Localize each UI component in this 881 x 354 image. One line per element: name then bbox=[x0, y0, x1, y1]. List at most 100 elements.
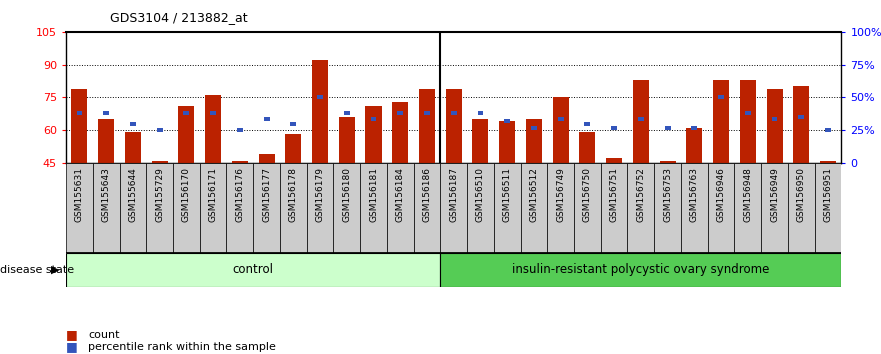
Bar bbox=[440, 253, 841, 287]
Text: control: control bbox=[233, 263, 274, 276]
Bar bbox=[740, 80, 756, 163]
Bar bbox=[451, 111, 456, 115]
Bar bbox=[707, 163, 735, 253]
Bar bbox=[424, 111, 430, 115]
Text: GSM156763: GSM156763 bbox=[690, 167, 699, 222]
Bar bbox=[766, 88, 782, 163]
Text: GSM156951: GSM156951 bbox=[824, 167, 833, 222]
Text: GSM155644: GSM155644 bbox=[129, 167, 137, 222]
Text: GSM156949: GSM156949 bbox=[770, 167, 779, 222]
Bar bbox=[317, 95, 323, 99]
Bar bbox=[339, 117, 355, 163]
Bar bbox=[152, 161, 167, 163]
Text: GSM156753: GSM156753 bbox=[663, 167, 672, 222]
Text: GSM156187: GSM156187 bbox=[449, 167, 458, 222]
Text: GSM156750: GSM156750 bbox=[583, 167, 592, 222]
Bar bbox=[253, 163, 280, 253]
Bar bbox=[686, 128, 702, 163]
Bar bbox=[211, 111, 216, 115]
Bar bbox=[580, 132, 596, 163]
Bar bbox=[291, 121, 296, 126]
Bar bbox=[173, 163, 200, 253]
Bar bbox=[446, 88, 462, 163]
Bar bbox=[638, 117, 644, 121]
Text: GSM156180: GSM156180 bbox=[343, 167, 352, 222]
Bar bbox=[526, 119, 542, 163]
Bar bbox=[125, 132, 141, 163]
Bar bbox=[611, 126, 617, 130]
Bar bbox=[713, 80, 729, 163]
Bar bbox=[120, 163, 146, 253]
Bar bbox=[366, 106, 381, 163]
Bar bbox=[237, 128, 243, 132]
Text: GSM156179: GSM156179 bbox=[315, 167, 324, 222]
Bar bbox=[280, 163, 307, 253]
Bar bbox=[344, 111, 350, 115]
Bar bbox=[478, 111, 484, 115]
Text: GSM156752: GSM156752 bbox=[636, 167, 646, 222]
Bar bbox=[584, 121, 590, 126]
Bar bbox=[798, 115, 804, 119]
Bar bbox=[552, 97, 568, 163]
Bar bbox=[258, 154, 275, 163]
Bar bbox=[718, 95, 724, 99]
Bar bbox=[360, 163, 387, 253]
Text: GSM156178: GSM156178 bbox=[289, 167, 298, 222]
Text: GSM156181: GSM156181 bbox=[369, 167, 378, 222]
Text: GSM156751: GSM156751 bbox=[610, 167, 618, 222]
Bar bbox=[93, 163, 120, 253]
Bar bbox=[772, 117, 777, 121]
Bar bbox=[77, 111, 83, 115]
Bar bbox=[312, 60, 328, 163]
Bar bbox=[413, 163, 440, 253]
Text: GSM156511: GSM156511 bbox=[503, 167, 512, 222]
Bar bbox=[285, 135, 301, 163]
Bar bbox=[157, 128, 163, 132]
Bar bbox=[183, 111, 189, 115]
Text: ▶: ▶ bbox=[51, 265, 60, 275]
Bar bbox=[419, 88, 435, 163]
Text: count: count bbox=[88, 330, 120, 339]
Bar bbox=[232, 161, 248, 163]
Bar bbox=[371, 117, 376, 121]
Bar bbox=[820, 161, 836, 163]
Bar bbox=[71, 88, 87, 163]
Bar bbox=[130, 121, 136, 126]
Text: GSM156749: GSM156749 bbox=[556, 167, 565, 222]
Text: GSM156186: GSM156186 bbox=[423, 167, 432, 222]
Bar bbox=[627, 163, 655, 253]
Text: ■: ■ bbox=[66, 341, 78, 353]
Text: GSM156170: GSM156170 bbox=[181, 167, 191, 222]
Text: disease state: disease state bbox=[0, 265, 74, 275]
Text: GSM156171: GSM156171 bbox=[209, 167, 218, 222]
Bar bbox=[681, 163, 707, 253]
Text: ■: ■ bbox=[66, 328, 78, 341]
Bar bbox=[633, 80, 649, 163]
Bar bbox=[547, 163, 574, 253]
Bar bbox=[263, 117, 270, 121]
Bar bbox=[146, 163, 173, 253]
Bar bbox=[387, 163, 413, 253]
Text: GSM155643: GSM155643 bbox=[101, 167, 111, 222]
Bar bbox=[744, 111, 751, 115]
Bar bbox=[825, 128, 831, 132]
Text: GSM155631: GSM155631 bbox=[75, 167, 84, 222]
Bar bbox=[472, 119, 488, 163]
Bar bbox=[574, 163, 601, 253]
Bar bbox=[200, 163, 226, 253]
Bar bbox=[494, 163, 521, 253]
Bar bbox=[333, 163, 360, 253]
Text: GDS3104 / 213882_at: GDS3104 / 213882_at bbox=[110, 11, 248, 24]
Text: GSM156948: GSM156948 bbox=[744, 167, 752, 222]
Text: insulin-resistant polycystic ovary syndrome: insulin-resistant polycystic ovary syndr… bbox=[512, 263, 769, 276]
Text: GSM156176: GSM156176 bbox=[235, 167, 244, 222]
Bar bbox=[692, 126, 697, 130]
Bar bbox=[793, 86, 810, 163]
Bar bbox=[504, 119, 510, 123]
Text: GSM156950: GSM156950 bbox=[796, 167, 806, 222]
Text: GSM156946: GSM156946 bbox=[716, 167, 726, 222]
Bar bbox=[205, 95, 221, 163]
Bar bbox=[66, 163, 93, 253]
Text: percentile rank within the sample: percentile rank within the sample bbox=[88, 342, 276, 352]
Bar bbox=[500, 121, 515, 163]
